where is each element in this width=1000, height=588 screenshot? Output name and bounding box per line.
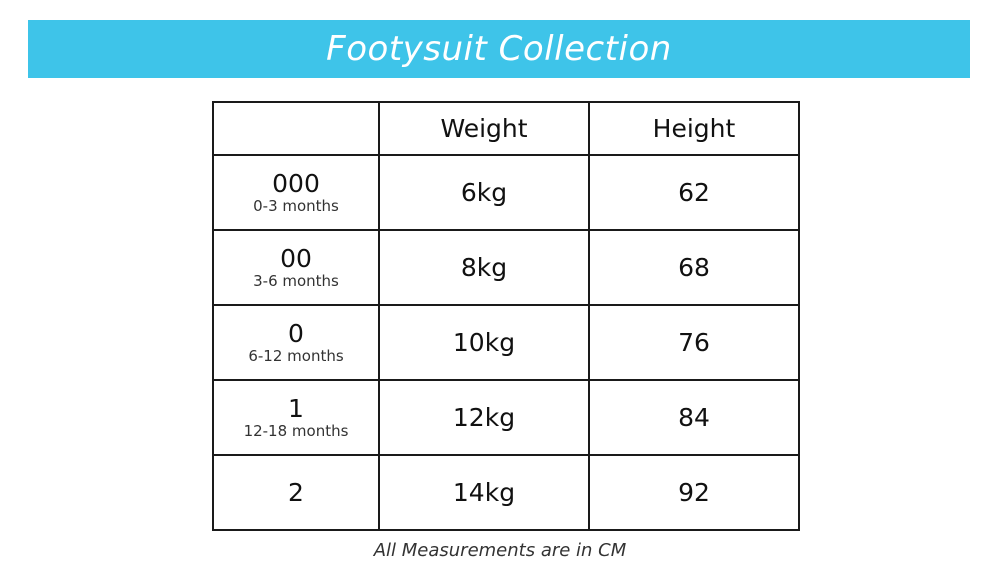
table-row: 000 0-3 months 6kg 62 bbox=[212, 154, 800, 231]
header-weight: Weight bbox=[378, 101, 590, 156]
table-row: 0 6-12 months 10kg 76 bbox=[212, 304, 800, 381]
height-cell: 92 bbox=[588, 454, 800, 531]
weight-cell: 12kg bbox=[378, 379, 590, 456]
table-header-row: Weight Height bbox=[212, 101, 800, 156]
height-cell: 76 bbox=[588, 304, 800, 381]
age-range: 6-12 months bbox=[248, 346, 344, 365]
size-cell: 00 3-6 months bbox=[212, 229, 380, 306]
age-range: 0-3 months bbox=[253, 196, 339, 215]
height-cell: 68 bbox=[588, 229, 800, 306]
footnote: All Measurements are in CM bbox=[373, 540, 627, 561]
size-label: 1 bbox=[288, 393, 304, 423]
size-cell: 1 12-18 months bbox=[212, 379, 380, 456]
size-chart-table: Weight Height 000 0-3 months 6kg 62 00 3… bbox=[212, 101, 800, 531]
page-title: Footysuit Collection bbox=[326, 29, 672, 69]
size-cell: 000 0-3 months bbox=[212, 154, 380, 231]
height-cell: 84 bbox=[588, 379, 800, 456]
header-height: Height bbox=[588, 101, 800, 156]
size-label: 2 bbox=[288, 477, 304, 507]
size-cell: 2 bbox=[212, 454, 380, 531]
title-banner: Footysuit Collection bbox=[28, 20, 970, 78]
size-label: 0 bbox=[288, 318, 304, 348]
weight-cell: 8kg bbox=[378, 229, 590, 306]
age-range: 12-18 months bbox=[243, 421, 349, 440]
height-cell: 62 bbox=[588, 154, 800, 231]
header-size bbox=[212, 101, 380, 156]
table-row: 1 12-18 months 12kg 84 bbox=[212, 379, 800, 456]
table-row: 2 14kg 92 bbox=[212, 454, 800, 531]
weight-cell: 6kg bbox=[378, 154, 590, 231]
size-cell: 0 6-12 months bbox=[212, 304, 380, 381]
size-label: 000 bbox=[272, 168, 320, 198]
size-label: 00 bbox=[280, 243, 312, 273]
weight-cell: 14kg bbox=[378, 454, 590, 531]
table-row: 00 3-6 months 8kg 68 bbox=[212, 229, 800, 306]
age-range: 3-6 months bbox=[253, 271, 339, 290]
weight-cell: 10kg bbox=[378, 304, 590, 381]
